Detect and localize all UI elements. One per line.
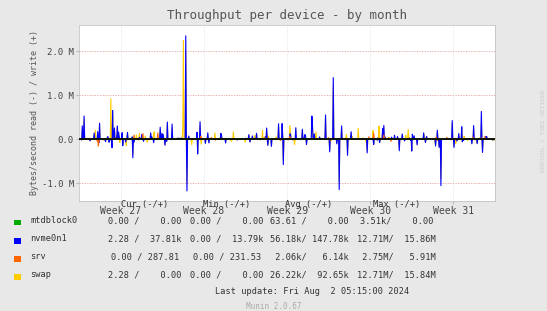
Text: 63.61 /    0.00: 63.61 / 0.00 bbox=[270, 216, 348, 225]
Text: mtdblock0: mtdblock0 bbox=[30, 216, 77, 225]
Text: 56.18k/ 147.78k: 56.18k/ 147.78k bbox=[270, 234, 348, 243]
Text: 2.28 /    0.00: 2.28 / 0.00 bbox=[108, 270, 182, 279]
Text: 2.28 /  37.81k: 2.28 / 37.81k bbox=[108, 234, 182, 243]
Text: RRDTOOL / TOBI OETIKER: RRDTOOL / TOBI OETIKER bbox=[541, 89, 546, 172]
Text: 12.71M/  15.84M: 12.71M/ 15.84M bbox=[357, 270, 436, 279]
Text: Min (-/+): Min (-/+) bbox=[203, 200, 251, 209]
Text: 0.00 / 231.53: 0.00 / 231.53 bbox=[193, 252, 261, 261]
Text: 0.00 /    0.00: 0.00 / 0.00 bbox=[190, 270, 264, 279]
Title: Throughput per device - by month: Throughput per device - by month bbox=[167, 9, 407, 22]
Text: 2.06k/   6.14k: 2.06k/ 6.14k bbox=[270, 252, 348, 261]
Text: 3.51k/    0.00: 3.51k/ 0.00 bbox=[360, 216, 433, 225]
Y-axis label: Bytes/second read (-) / write (+): Bytes/second read (-) / write (+) bbox=[30, 30, 39, 195]
Text: Avg (-/+): Avg (-/+) bbox=[286, 200, 333, 209]
Text: 0.00 /    0.00: 0.00 / 0.00 bbox=[108, 216, 182, 225]
Text: Cur (-/+): Cur (-/+) bbox=[121, 200, 168, 209]
Text: 0.00 /  13.79k: 0.00 / 13.79k bbox=[190, 234, 264, 243]
Text: Munin 2.0.67: Munin 2.0.67 bbox=[246, 302, 301, 311]
Text: Max (-/+): Max (-/+) bbox=[373, 200, 420, 209]
Text: Last update: Fri Aug  2 05:15:00 2024: Last update: Fri Aug 2 05:15:00 2024 bbox=[214, 287, 409, 296]
Text: 12.71M/  15.86M: 12.71M/ 15.86M bbox=[357, 234, 436, 243]
Text: 2.75M/   5.91M: 2.75M/ 5.91M bbox=[357, 252, 436, 261]
Text: 0.00 / 287.81: 0.00 / 287.81 bbox=[111, 252, 179, 261]
Text: nvme0n1: nvme0n1 bbox=[30, 234, 67, 243]
Text: 0.00 /    0.00: 0.00 / 0.00 bbox=[190, 216, 264, 225]
Text: 26.22k/  92.65k: 26.22k/ 92.65k bbox=[270, 270, 348, 279]
Text: swap: swap bbox=[30, 270, 51, 279]
Text: srv: srv bbox=[30, 252, 46, 261]
